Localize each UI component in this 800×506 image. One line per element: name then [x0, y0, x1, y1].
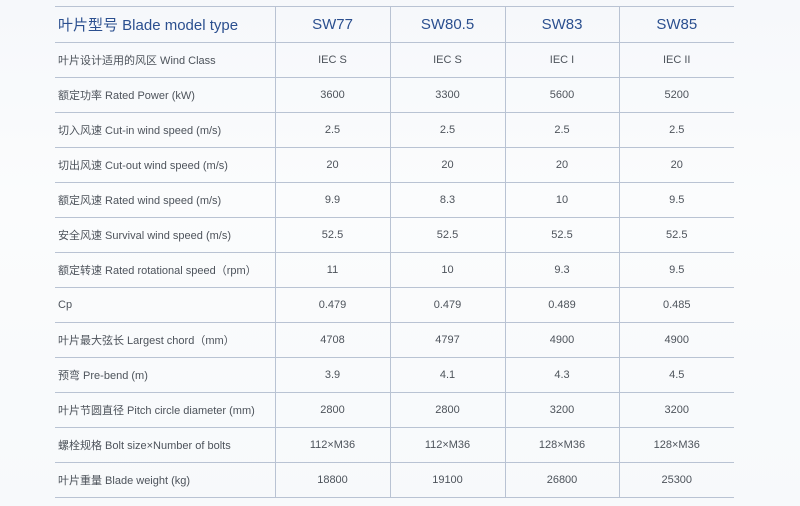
cell-value: 5600 [504, 77, 619, 113]
cell-value: 9.3 [504, 252, 619, 288]
cell-value: 4.5 [618, 357, 734, 393]
row-label: 螺栓规格 Bolt size×Number of bolts [55, 427, 275, 463]
cell-value: 112×M36 [274, 427, 390, 463]
cell-value: 9.9 [274, 182, 390, 218]
cell-value: 26800 [504, 462, 619, 498]
table-row: 叶片设计适用的风区 Wind Class IEC S IEC S IEC I I… [55, 42, 734, 78]
cell-value: 9.5 [618, 182, 734, 218]
cell-value: 3300 [389, 77, 505, 113]
row-label: 额定风速 Rated wind speed (m/s) [55, 182, 275, 218]
cell-value: 20 [274, 147, 390, 183]
cell-value: 3.9 [274, 357, 390, 393]
table-row: 叶片节圆直径 Pitch circle diameter (mm) 2800 2… [55, 392, 734, 428]
cell-value: IEC I [504, 42, 619, 78]
cell-value: 4900 [504, 322, 619, 358]
cell-value: 2800 [274, 392, 390, 428]
row-label: 叶片最大弦长 Largest chord（mm） [55, 322, 275, 358]
cell-value: 20 [618, 147, 734, 183]
header-label: 叶片型号 Blade model type [55, 6, 275, 43]
cell-value: 11 [274, 252, 390, 288]
cell-value: IEC S [274, 42, 390, 78]
cell-value: 9.5 [618, 252, 734, 288]
table-row: 切出风速 Cut-out wind speed (m/s) 20 20 20 2… [55, 147, 734, 183]
cell-value: 2800 [389, 392, 505, 428]
table-row: Cp 0.479 0.479 0.489 0.485 [55, 287, 734, 323]
cell-value: 3600 [274, 77, 390, 113]
cell-value: 20 [504, 147, 619, 183]
cell-value: 52.5 [389, 217, 505, 253]
cell-value: 19100 [389, 462, 505, 498]
row-label: 切出风速 Cut-out wind speed (m/s) [55, 147, 275, 183]
row-label: 额定功率 Rated Power (kW) [55, 77, 275, 113]
cell-value: 0.485 [618, 287, 734, 323]
cell-value: 112×M36 [389, 427, 505, 463]
row-label: Cp [55, 287, 275, 323]
cell-value: 10 [389, 252, 505, 288]
cell-value: 18800 [274, 462, 390, 498]
cell-value: 128×M36 [618, 427, 734, 463]
table-row: 额定转速 Rated rotational speed（rpm） 11 10 9… [55, 252, 734, 288]
table-row: 叶片重量 Blade weight (kg) 18800 19100 26800… [55, 462, 734, 498]
table-row: 螺栓规格 Bolt size×Number of bolts 112×M36 1… [55, 427, 734, 463]
cell-value: 3200 [504, 392, 619, 428]
row-label: 额定转速 Rated rotational speed（rpm） [55, 252, 275, 288]
row-label: 切入风速 Cut-in wind speed (m/s) [55, 112, 275, 148]
cell-value: 52.5 [504, 217, 619, 253]
cell-value: 4900 [618, 322, 734, 358]
cell-value: 4708 [274, 322, 390, 358]
header-model-sw85: SW85 [618, 6, 734, 43]
cell-value: 2.5 [389, 112, 505, 148]
header-model-sw80-5: SW80.5 [389, 6, 505, 43]
cell-value: 5200 [618, 77, 734, 113]
cell-value: 52.5 [618, 217, 734, 253]
cell-value: IEC S [389, 42, 505, 78]
table-row: 叶片最大弦长 Largest chord（mm） 4708 4797 4900 … [55, 322, 734, 358]
cell-value: 128×M36 [504, 427, 619, 463]
blade-spec-table: 叶片型号 Blade model type SW77 SW80.5 SW83 S… [55, 6, 734, 498]
cell-value: 2.5 [618, 112, 734, 148]
table-row: 额定功率 Rated Power (kW) 3600 3300 5600 520… [55, 77, 734, 113]
cell-value: 20 [389, 147, 505, 183]
table-row: 切入风速 Cut-in wind speed (m/s) 2.5 2.5 2.5… [55, 112, 734, 148]
table-row: 安全风速 Survival wind speed (m/s) 52.5 52.5… [55, 217, 734, 253]
cell-value: 10 [504, 182, 619, 218]
cell-value: 0.489 [504, 287, 619, 323]
cell-value: 4797 [389, 322, 505, 358]
row-label: 安全风速 Survival wind speed (m/s) [55, 217, 275, 253]
spec-table-container: 叶片型号 Blade model type SW77 SW80.5 SW83 S… [55, 6, 734, 498]
cell-value: IEC II [618, 42, 734, 78]
cell-value: 25300 [618, 462, 734, 498]
row-label: 叶片节圆直径 Pitch circle diameter (mm) [55, 392, 275, 428]
cell-value: 52.5 [274, 217, 390, 253]
cell-value: 0.479 [389, 287, 505, 323]
cell-value: 4.1 [389, 357, 505, 393]
table-row: 额定风速 Rated wind speed (m/s) 9.9 8.3 10 9… [55, 182, 734, 218]
cell-value: 3200 [618, 392, 734, 428]
cell-value: 2.5 [274, 112, 390, 148]
row-label: 叶片设计适用的风区 Wind Class [55, 42, 275, 78]
header-row: 叶片型号 Blade model type SW77 SW80.5 SW83 S… [55, 6, 734, 43]
cell-value: 2.5 [504, 112, 619, 148]
cell-value: 4.3 [504, 357, 619, 393]
cell-value: 0.479 [274, 287, 390, 323]
header-model-sw83: SW83 [504, 6, 619, 43]
row-label: 叶片重量 Blade weight (kg) [55, 462, 275, 498]
cell-value: 8.3 [389, 182, 505, 218]
header-model-sw77: SW77 [274, 6, 390, 43]
table-row: 预弯 Pre-bend (m) 3.9 4.1 4.3 4.5 [55, 357, 734, 393]
row-label: 预弯 Pre-bend (m) [55, 357, 275, 393]
